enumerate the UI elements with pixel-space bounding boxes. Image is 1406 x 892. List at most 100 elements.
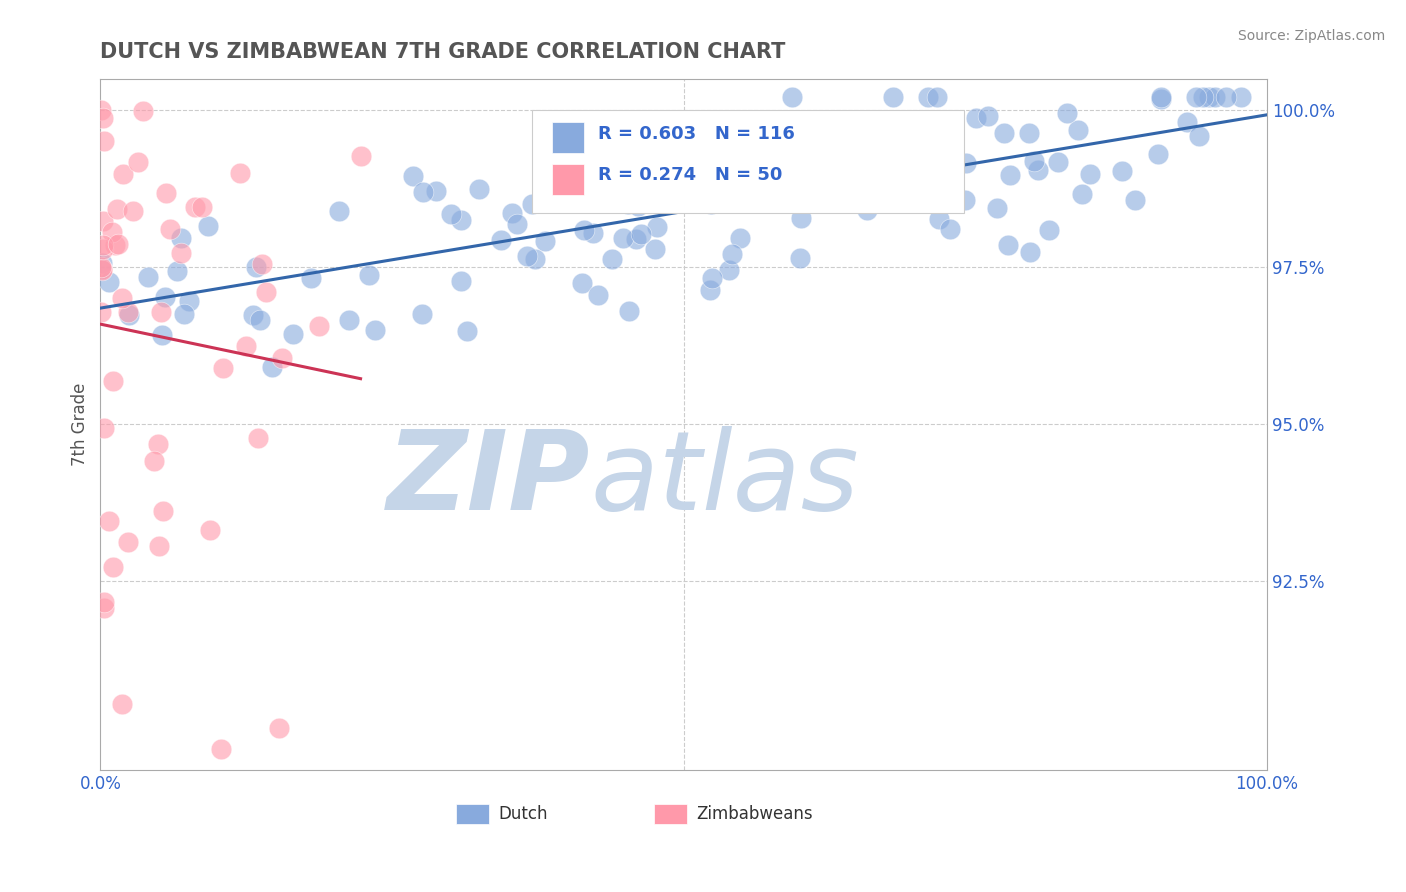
Point [533, 234, 555, 248]
Point [93, 237, 115, 252]
Point [245, 260, 267, 274]
Text: R = 0.274   N = 50: R = 0.274 N = 50 [599, 167, 783, 185]
Point [107, 236, 129, 251]
Point [270, 351, 292, 365]
Point [173, 307, 195, 321]
Point [357, 268, 380, 282]
Point [328, 204, 350, 219]
Point [998, 168, 1021, 182]
Point [571, 277, 593, 291]
Point [1026, 163, 1049, 178]
Point [780, 90, 803, 104]
Point [506, 217, 529, 231]
Point [152, 503, 174, 517]
Bar [551, 163, 585, 194]
Point [412, 185, 434, 199]
Point [127, 155, 149, 169]
Point [249, 313, 271, 327]
Point [790, 211, 813, 225]
Y-axis label: 7th Grade: 7th Grade [72, 383, 89, 466]
Point [299, 271, 322, 285]
Point [717, 262, 740, 277]
Point [93, 134, 115, 148]
Point [190, 200, 212, 214]
Point [634, 185, 657, 199]
Point [1191, 90, 1213, 104]
Point [184, 200, 207, 214]
Point [721, 246, 744, 260]
Point [111, 697, 134, 711]
Point [928, 212, 950, 227]
Point [197, 219, 219, 234]
Point [212, 360, 235, 375]
Point [101, 374, 124, 388]
Point [616, 197, 638, 211]
Point [1047, 155, 1070, 169]
Point [246, 431, 269, 445]
Text: DUTCH VS ZIMBABWEAN 7TH GRADE CORRELATION CHART: DUTCH VS ZIMBABWEAN 7TH GRADE CORRELATIO… [100, 42, 786, 62]
Point [425, 184, 447, 198]
Point [198, 524, 221, 538]
Point [586, 288, 609, 302]
Point [468, 182, 491, 196]
Point [1204, 90, 1226, 104]
Point [574, 223, 596, 237]
Point [662, 185, 685, 199]
Point [159, 222, 181, 236]
Point [886, 113, 908, 128]
Point [574, 180, 596, 194]
Point [955, 156, 977, 170]
Bar [551, 122, 585, 153]
Point [830, 171, 852, 186]
Point [132, 103, 155, 118]
Point [91, 111, 114, 125]
Point [925, 90, 948, 104]
Point [136, 270, 159, 285]
Point [1150, 92, 1173, 106]
Point [155, 186, 177, 201]
Point [122, 203, 145, 218]
Point [672, 189, 695, 203]
Point [627, 199, 650, 213]
Point [699, 283, 721, 297]
Point [148, 540, 170, 554]
Point [111, 167, 134, 181]
Text: Dutch: Dutch [498, 805, 548, 823]
Text: atlas: atlas [591, 426, 859, 533]
Point [166, 264, 188, 278]
Text: R = 0.603   N = 116: R = 0.603 N = 116 [599, 125, 796, 143]
Point [700, 271, 723, 285]
Point [522, 196, 544, 211]
Point [934, 136, 956, 151]
Point [965, 111, 987, 125]
Point [142, 453, 165, 467]
Point [489, 233, 512, 247]
Point [624, 232, 647, 246]
Point [582, 226, 605, 240]
Point [235, 338, 257, 352]
Point [630, 194, 652, 209]
Point [953, 193, 976, 207]
Point [1078, 167, 1101, 181]
Point [337, 313, 360, 327]
Point [229, 166, 252, 180]
Point [93, 601, 115, 615]
Point [179, 294, 201, 309]
Point [450, 275, 472, 289]
Point [858, 136, 880, 150]
Point [939, 222, 962, 236]
Point [440, 207, 463, 221]
Text: Zimbabweans: Zimbabweans [696, 805, 813, 823]
Point [209, 741, 232, 756]
Point [269, 721, 291, 735]
Point [1018, 244, 1040, 259]
Point [153, 290, 176, 304]
Point [516, 249, 538, 263]
Point [242, 308, 264, 322]
Text: ZIP: ZIP [387, 426, 591, 533]
Point [91, 261, 114, 276]
Point [91, 213, 114, 227]
Point [117, 305, 139, 319]
Point [993, 126, 1015, 140]
Point [363, 322, 385, 336]
